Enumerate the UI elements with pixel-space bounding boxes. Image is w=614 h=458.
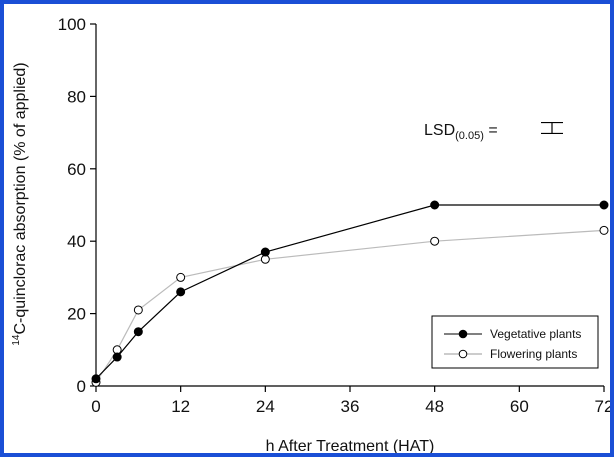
x-tick-label: 60 — [510, 397, 529, 416]
x-tick-label: 24 — [256, 397, 275, 416]
x-tick-label: 36 — [341, 397, 360, 416]
y-tick-label: 20 — [67, 305, 86, 324]
x-tick-label: 0 — [91, 397, 100, 416]
legend-marker-vegetative — [458, 329, 468, 339]
legend-box — [431, 315, 599, 369]
lsd-subscript: (0.05) — [455, 130, 484, 142]
data-point-flowering — [176, 272, 186, 282]
data-point-vegetative — [112, 352, 122, 362]
x-tick-label: 72 — [595, 397, 610, 416]
y-axis-title: 14C-quinclorac absorption (% of applied) — [11, 62, 29, 345]
series-layer — [91, 200, 609, 387]
y-tick-label: 40 — [67, 232, 86, 251]
y-tick-label: 60 — [67, 160, 86, 179]
data-point-vegetative — [599, 200, 609, 210]
lsd-equals: = — [484, 122, 498, 139]
y-tick-label: 100 — [58, 15, 86, 34]
data-point-flowering — [133, 305, 143, 315]
y-axis-title-text: C-quinclorac absorption (% of applied) — [12, 62, 29, 334]
data-point-flowering — [599, 225, 609, 235]
lsd-error-bar — [541, 121, 563, 135]
data-point-vegetative — [91, 374, 101, 384]
svg-text:LSD(0.05) =: LSD(0.05) = — [424, 122, 498, 142]
data-point-vegetative — [260, 247, 270, 257]
data-point-vegetative — [430, 200, 440, 210]
lsd-label: LSD — [424, 122, 455, 139]
y-tick-label: 0 — [77, 377, 86, 396]
y-axis-title-superscript: 14 — [11, 334, 22, 346]
legend-label-flowering: Flowering plants — [490, 347, 577, 361]
x-tick-label: 48 — [425, 397, 444, 416]
x-axis-title: h After Treatment (HAT) — [266, 438, 435, 453]
data-point-flowering — [430, 236, 440, 246]
line-chart: 0 20 40 60 80 100 0 12 24 36 48 60 72 LSD(0.05) = V… — [11, 15, 613, 455]
x-ticks: 0 12 24 36 48 60 72 — [91, 386, 613, 416]
legend: Vegetative plants Flowering plants — [431, 315, 599, 369]
data-point-vegetative — [133, 327, 143, 337]
x-tick-label: 12 — [171, 397, 190, 416]
data-point-vegetative — [176, 287, 186, 297]
y-ticks: 0 20 40 60 80 100 — [58, 15, 96, 396]
y-tick-label: 80 — [67, 87, 86, 106]
legend-label-vegetative: Vegetative plants — [490, 327, 581, 341]
lsd-annotation: LSD(0.05) = — [424, 121, 563, 142]
legend-marker-flowering — [458, 349, 468, 359]
